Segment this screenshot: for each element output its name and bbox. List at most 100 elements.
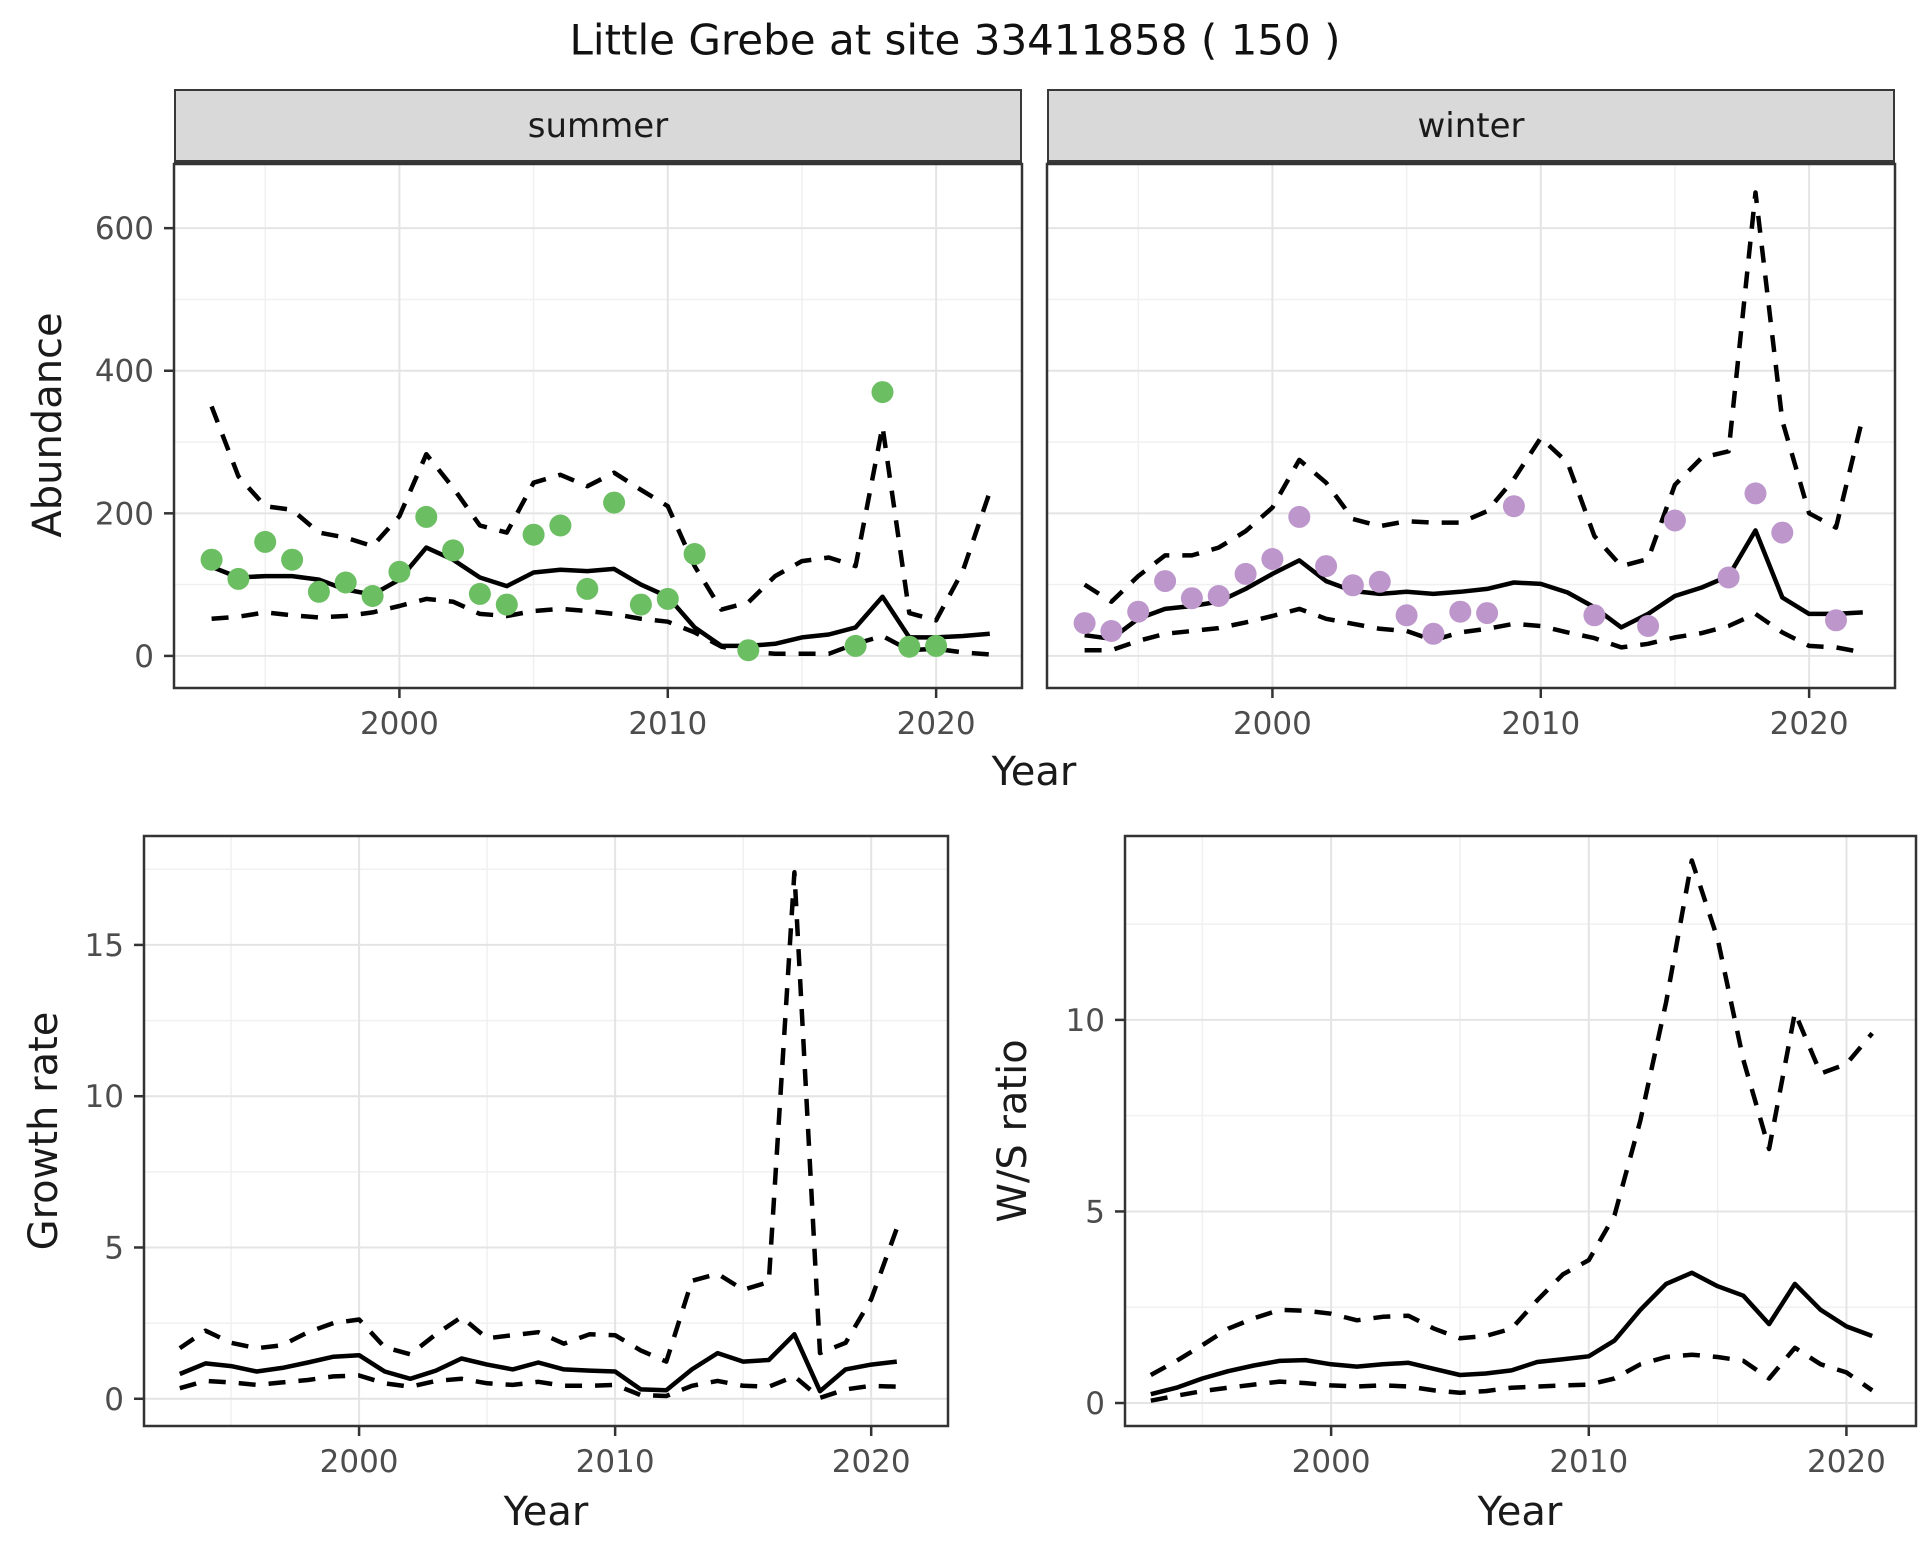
- observation-point: [549, 514, 572, 537]
- observation-point: [1476, 602, 1499, 625]
- x-tick-label: 2000: [320, 1444, 399, 1480]
- observation-point: [415, 505, 438, 528]
- observation-point: [898, 635, 921, 658]
- facet-strip-winter: winter: [1047, 89, 1895, 164]
- observation-point: [683, 543, 706, 565]
- observation-point: [442, 539, 465, 562]
- observation-point: [1825, 609, 1847, 632]
- observation-point: [1637, 615, 1660, 637]
- x-tick-label: 2020: [897, 706, 976, 742]
- x-tick-label: 2020: [1807, 1444, 1886, 1480]
- x-axis-title-year-ws: Year: [1477, 1489, 1563, 1535]
- lower-ci-line: [1084, 606, 1864, 655]
- lower-ci-line: [1150, 1345, 1874, 1403]
- x-tick-label: 2010: [1501, 706, 1580, 742]
- y-tick-label: 600: [95, 211, 154, 247]
- observation-point: [1422, 622, 1445, 645]
- observation-point: [1127, 600, 1150, 623]
- panel-background: [144, 836, 948, 1426]
- observation-point: [1100, 620, 1123, 642]
- growth-rate-panel: 2000 2010 2020 0 5 10 15: [85, 834, 950, 1480]
- observation-point: [495, 593, 518, 616]
- x-axis-title-year-growth: Year: [503, 1489, 589, 1535]
- observation-point: [227, 567, 250, 590]
- observation-point: [281, 548, 304, 571]
- grid: [174, 164, 1022, 688]
- observation-point: [388, 560, 411, 583]
- y-tick-label: 400: [95, 354, 154, 390]
- y-tick-label: 10: [85, 1079, 124, 1115]
- observation-point: [254, 530, 277, 553]
- abundance-summer-panel: 2000 2010 2020 0 200 400 600: [95, 162, 1024, 742]
- axis-ticks: 2000 2010 2020 0 5 10: [1066, 1003, 1886, 1480]
- upper-ci-line: [1083, 190, 1865, 604]
- panel-border: [1123, 834, 1918, 1428]
- ws-ratio-panel: 2000 2010 2020 0 5 10: [1066, 834, 1918, 1480]
- median-line: [178, 1332, 898, 1394]
- y-tick-label: 5: [104, 1230, 124, 1266]
- y-axis-title-ws-ratio: W/S ratio: [990, 1039, 1036, 1223]
- y-tick-label: 15: [85, 928, 124, 964]
- observation-point: [1315, 555, 1338, 578]
- observation-point: [1502, 495, 1525, 518]
- observation-point: [1744, 482, 1767, 505]
- y-tick-label: 0: [134, 639, 154, 675]
- observation-point: [361, 585, 384, 607]
- panel-border: [172, 162, 1024, 690]
- observation-point: [1341, 574, 1364, 597]
- x-tick-label: 2000: [1233, 706, 1312, 742]
- panel-background: [174, 164, 1022, 688]
- upper-ci-line: [178, 870, 899, 1364]
- y-axis-title-growth-rate: Growth rate: [21, 1011, 67, 1251]
- observation-point: [603, 491, 626, 514]
- y-tick-label: 5: [1085, 1194, 1105, 1230]
- observation-point: [307, 580, 330, 603]
- axis-ticks: 2000 2010 2020 0 200 400 600: [95, 211, 976, 742]
- observation-point: [334, 571, 357, 594]
- axis-ticks: 2000 2010 2020 0 5 10 15: [85, 928, 911, 1480]
- abundance-winter-panel: 2000 2010 2020: [1045, 162, 1897, 742]
- panel-border: [142, 834, 950, 1428]
- observation-point: [656, 587, 679, 610]
- observation-point: [1154, 570, 1177, 593]
- observation-point: [1288, 505, 1311, 528]
- observation-point: [468, 582, 491, 605]
- panel-border: [1045, 162, 1897, 690]
- observation-point: [629, 593, 652, 616]
- facet-strip-summer-label: summer: [527, 105, 669, 146]
- observation-point: [1234, 562, 1257, 585]
- observation-point: [522, 523, 545, 546]
- facet-strip-summer: summer: [174, 89, 1022, 164]
- axis-ticks: 2000 2010 2020: [1233, 688, 1849, 742]
- upper-ci-line: [1149, 858, 1874, 1377]
- x-tick-label: 2000: [1292, 1444, 1371, 1480]
- facet-strip-winter-label: winter: [1417, 105, 1525, 146]
- observation-point: [576, 577, 599, 600]
- y-axis-title-abundance: Abundance: [25, 312, 71, 538]
- upper-ci-line: [209, 405, 992, 623]
- x-tick-label: 2020: [832, 1444, 911, 1480]
- panel-background: [1125, 836, 1916, 1426]
- observation-point: [1717, 566, 1740, 589]
- plot-title: Little Grebe at site 33411858 ( 150 ): [569, 15, 1341, 65]
- observation-point: [1180, 587, 1203, 610]
- observation-point: [1207, 585, 1230, 607]
- y-tick-label: 0: [1085, 1386, 1105, 1422]
- observation-point: [1449, 600, 1472, 623]
- x-tick-label: 2000: [360, 706, 439, 742]
- x-axis-title-year-top: Year: [991, 749, 1077, 795]
- observation-point: [925, 634, 948, 657]
- y-tick-label: 200: [95, 496, 154, 532]
- observation-point: [871, 381, 894, 404]
- x-tick-label: 2010: [576, 1444, 655, 1480]
- y-tick-label: 0: [104, 1382, 124, 1418]
- observation-point: [737, 639, 760, 662]
- median-line: [1150, 1270, 1873, 1397]
- y-tick-label: 10: [1066, 1003, 1105, 1039]
- x-tick-label: 2010: [1549, 1444, 1628, 1480]
- observation-point: [1073, 612, 1096, 635]
- x-tick-label: 2020: [1770, 706, 1849, 742]
- grid: [144, 836, 948, 1426]
- observation-point: [1395, 604, 1418, 627]
